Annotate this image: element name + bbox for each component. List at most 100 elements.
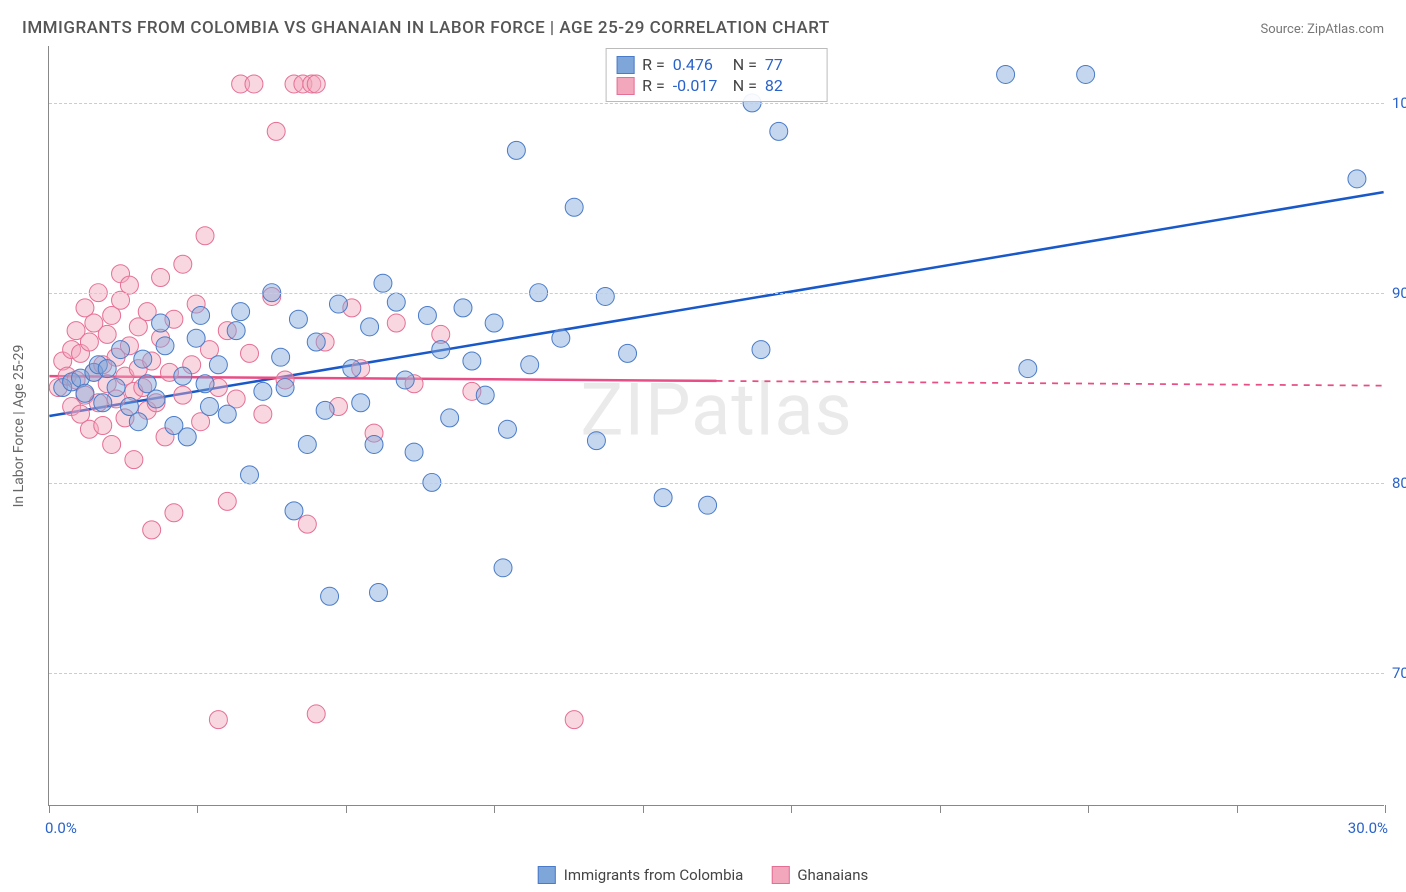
x-tick [1385, 805, 1386, 813]
x-tick [940, 805, 941, 813]
data-point [654, 489, 672, 507]
data-point [770, 122, 788, 140]
data-point [329, 295, 347, 313]
data-point [699, 496, 717, 514]
data-point [129, 413, 147, 431]
legend-swatch [538, 866, 556, 884]
y-tick-label: 100.0% [1392, 94, 1406, 112]
data-point [387, 293, 405, 311]
data-point [454, 299, 472, 317]
legend-item: Ghanaians [771, 866, 868, 884]
data-point [241, 466, 259, 484]
chart-plot-area: In Labor Force | Age 25-29 ZIPatlas R =0… [48, 46, 1384, 806]
data-point [285, 502, 303, 520]
data-point [143, 521, 161, 539]
data-point [267, 122, 285, 140]
data-point [596, 287, 614, 305]
data-point [387, 314, 405, 332]
data-point [365, 435, 383, 453]
data-point [307, 705, 325, 723]
data-point [1348, 170, 1366, 188]
legend-swatch [616, 77, 634, 95]
data-point [1019, 360, 1037, 378]
n-value: 82 [765, 76, 817, 95]
data-point [565, 198, 583, 216]
gridline [49, 673, 1384, 674]
data-point [997, 65, 1015, 83]
data-point [307, 75, 325, 93]
data-point [107, 379, 125, 397]
data-point [94, 394, 112, 412]
data-point [374, 274, 392, 292]
data-point [276, 379, 294, 397]
data-point [209, 356, 227, 374]
n-value: 77 [765, 55, 817, 74]
data-point [316, 401, 334, 419]
data-point [241, 344, 259, 362]
data-point [152, 269, 170, 287]
series-legend: Immigrants from Colombia Ghanaians [538, 866, 868, 884]
legend-label: Ghanaians [797, 866, 868, 884]
data-point [307, 333, 325, 351]
data-point [485, 314, 503, 332]
data-point [418, 306, 436, 324]
legend-label: Immigrants from Colombia [564, 866, 744, 884]
data-point [174, 367, 192, 385]
data-point [187, 329, 205, 347]
data-point [94, 417, 112, 435]
gridline [49, 483, 1384, 484]
data-point [321, 587, 339, 605]
x-tick [791, 805, 792, 813]
data-point [112, 341, 130, 359]
legend-swatch [771, 866, 789, 884]
data-point [587, 432, 605, 450]
data-point [103, 435, 121, 453]
data-point [405, 443, 423, 461]
data-point [134, 350, 152, 368]
data-point [476, 386, 494, 404]
gridline [49, 293, 1384, 294]
x-axis-min-label: 0.0% [45, 819, 77, 837]
data-point [552, 329, 570, 347]
data-point [245, 75, 263, 93]
data-point [352, 394, 370, 412]
data-point [298, 515, 316, 533]
data-point [147, 390, 165, 408]
r-value: 0.476 [673, 55, 725, 74]
data-point [98, 360, 116, 378]
data-point [209, 711, 227, 729]
data-point [174, 386, 192, 404]
x-tick [1237, 805, 1238, 813]
data-point [272, 348, 290, 366]
data-point [494, 559, 512, 577]
data-point [565, 711, 583, 729]
y-axis-title: In Labor Force | Age 25-29 [11, 344, 27, 507]
data-point [361, 318, 379, 336]
data-point [192, 306, 210, 324]
correlation-legend: R =0.476N =77R =-0.017N =82 [605, 48, 828, 102]
data-point [174, 255, 192, 273]
gridline [49, 103, 1384, 104]
legend-stat-row: R =0.476N =77 [616, 55, 817, 74]
data-point [396, 371, 414, 389]
y-tick-label: 80.0% [1392, 474, 1406, 492]
data-point [218, 405, 236, 423]
data-point [498, 420, 516, 438]
data-point [125, 451, 143, 469]
data-point [152, 314, 170, 332]
data-point [196, 375, 214, 393]
source-attribution: Source: ZipAtlas.com [1260, 22, 1384, 37]
data-point [227, 322, 245, 340]
data-point [432, 341, 450, 359]
n-label: N = [733, 76, 757, 95]
data-point [298, 435, 316, 453]
scatter-points-layer [49, 46, 1384, 805]
data-point [165, 504, 183, 522]
x-axis-max-label: 30.0% [1348, 819, 1388, 837]
data-point [752, 341, 770, 359]
legend-stat-row: R =-0.017N =82 [616, 76, 817, 95]
n-label: N = [733, 55, 757, 74]
data-point [521, 356, 539, 374]
data-point [370, 583, 388, 601]
data-point [619, 344, 637, 362]
